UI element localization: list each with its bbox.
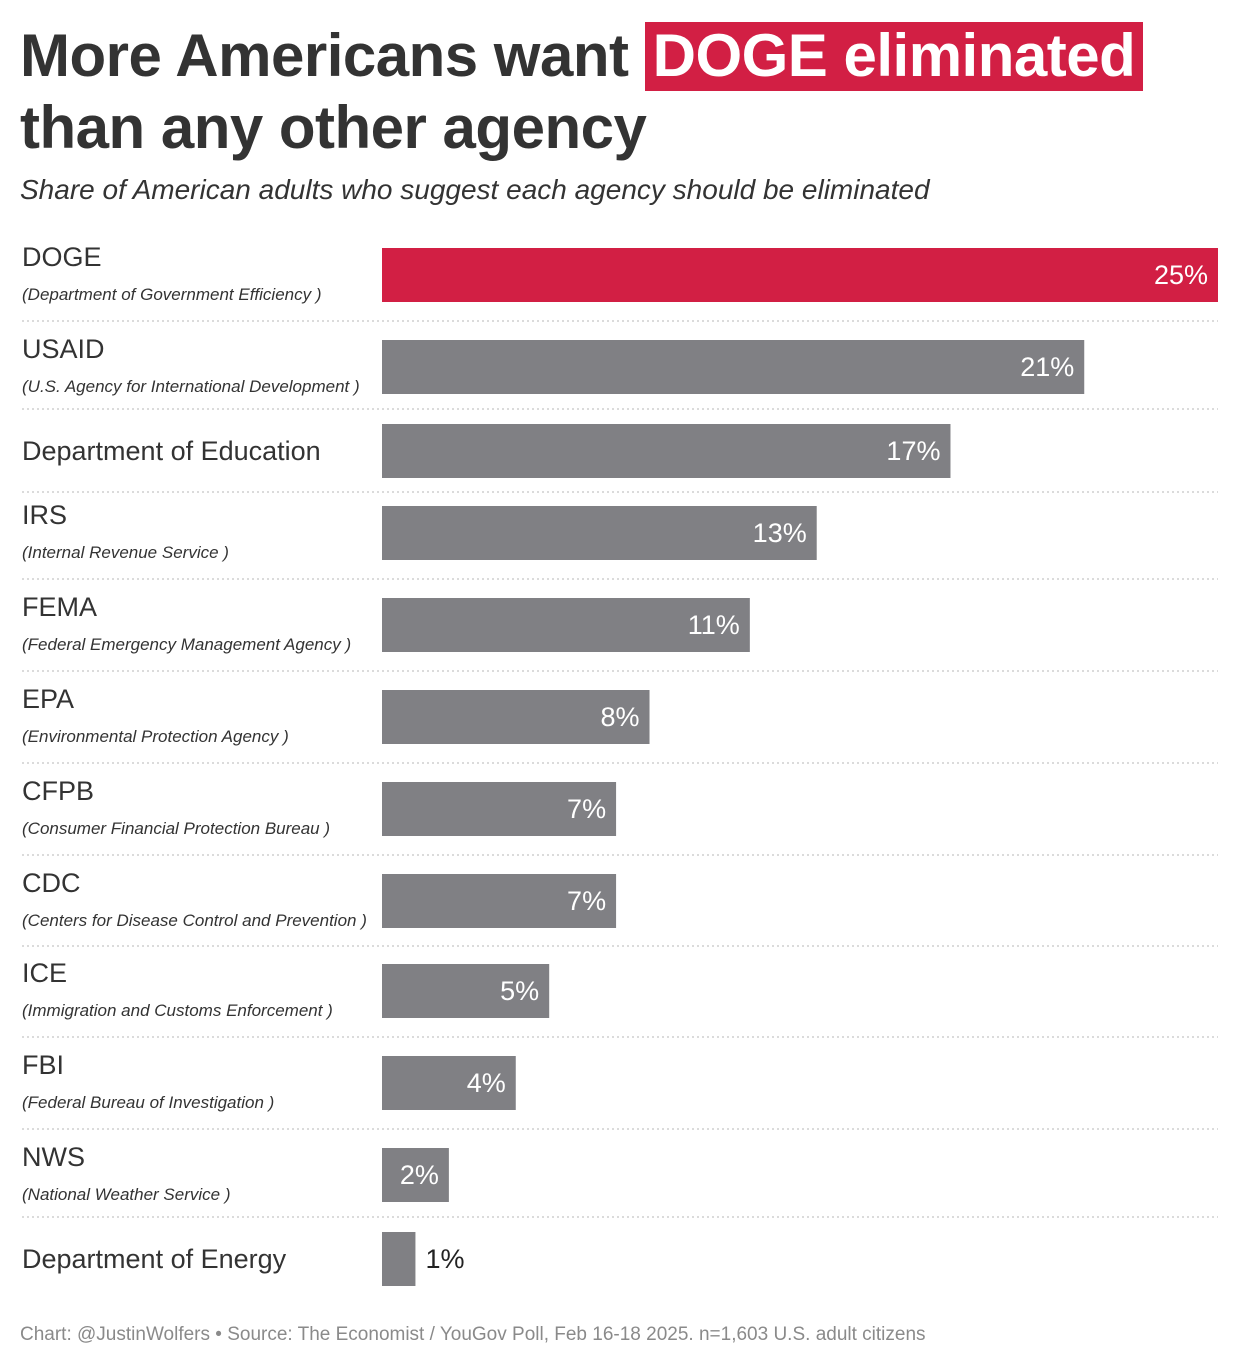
value-label: 13% xyxy=(753,518,807,548)
bar xyxy=(382,782,617,836)
category-label: CDC xyxy=(22,868,81,898)
category-label: CFPB xyxy=(22,776,94,806)
bar xyxy=(382,248,1218,302)
bar xyxy=(382,964,550,1018)
category-sublabel: (Department of Government Efficiency ) xyxy=(22,285,322,304)
category-sublabel: (Internal Revenue Service ) xyxy=(22,543,229,562)
source-note: Chart: @JustinWolfers • Source: The Econ… xyxy=(20,1324,926,1345)
chart-subtitle: Share of American adults who suggest eac… xyxy=(20,174,930,205)
category-label: IRS xyxy=(22,500,67,530)
category-sublabel: (Centers for Disease Control and Prevent… xyxy=(22,911,367,930)
title-prefix: More Americans want xyxy=(20,22,645,89)
category-sublabel: (Federal Bureau of Investigation ) xyxy=(22,1093,274,1112)
value-label: 7% xyxy=(567,886,606,916)
value-label: 5% xyxy=(500,976,539,1006)
bar xyxy=(382,1232,416,1286)
bar xyxy=(382,424,951,478)
value-label: 7% xyxy=(567,794,606,824)
bar xyxy=(382,1148,449,1202)
value-label: 17% xyxy=(886,436,940,466)
bar xyxy=(382,340,1085,394)
category-label: EPA xyxy=(22,684,74,714)
category-label: Department of Energy xyxy=(22,1244,287,1274)
value-label: 11% xyxy=(688,610,740,640)
category-sublabel: (Environmental Protection Agency ) xyxy=(22,727,289,746)
category-sublabel: (Immigration and Customs Enforcement ) xyxy=(22,1001,333,1020)
bar-chart: DOGE (Department of Government Efficiency… xyxy=(22,242,1218,1286)
value-label: 21% xyxy=(1020,352,1074,382)
bar xyxy=(382,1056,516,1110)
category-sublabel: (National Weather Service ) xyxy=(22,1185,231,1204)
category-label: Department of Education xyxy=(22,436,321,466)
category-label: DOGE xyxy=(22,242,102,272)
chart-title: More Americans want DOGE eliminated than… xyxy=(20,20,1220,164)
title-line2: than any other agency xyxy=(20,94,647,161)
category-label: NWS xyxy=(22,1142,85,1172)
value-label: 2% xyxy=(400,1160,439,1190)
bar xyxy=(382,690,650,744)
value-label: 4% xyxy=(467,1068,506,1098)
value-label: 8% xyxy=(600,702,639,732)
category-label: USAID xyxy=(22,334,105,364)
value-label: 25% xyxy=(1154,260,1208,290)
category-sublabel: (U.S. Agency for International Developme… xyxy=(22,377,360,396)
category-label: FEMA xyxy=(22,592,97,622)
category-sublabel: (Consumer Financial Protection Bureau ) xyxy=(22,819,330,838)
bar xyxy=(382,506,817,560)
value-label: 1% xyxy=(425,1244,464,1274)
title-highlight: DOGE eliminated xyxy=(644,22,1144,91)
category-sublabel: (Federal Emergency Management Agency ) xyxy=(22,635,351,654)
bar xyxy=(382,874,617,928)
category-label: FBI xyxy=(22,1050,64,1080)
category-label: ICE xyxy=(22,958,67,988)
bar xyxy=(382,598,750,652)
